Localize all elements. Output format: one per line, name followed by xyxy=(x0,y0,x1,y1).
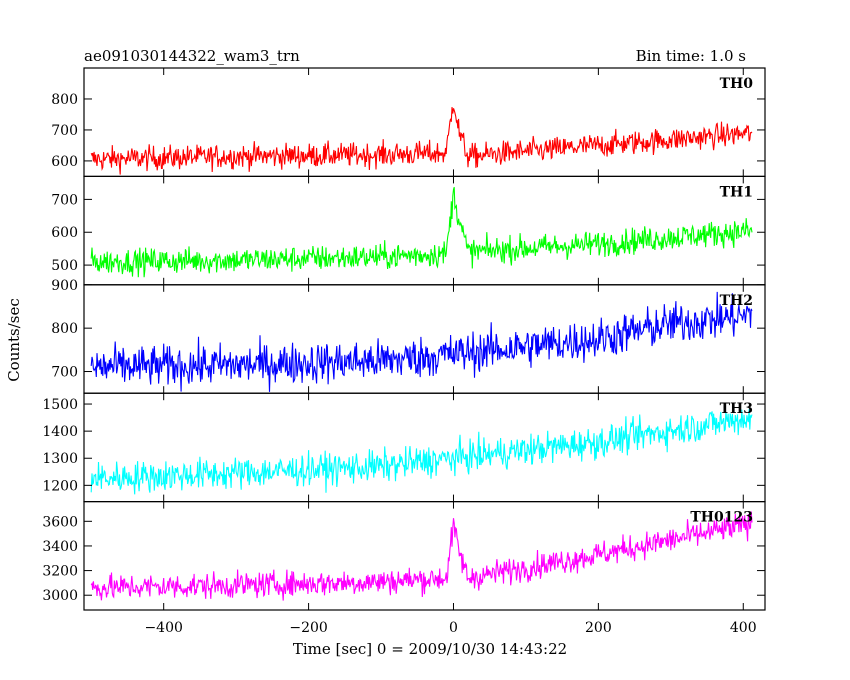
y-tick-label: 500 xyxy=(51,258,78,274)
panels: 600 700 800 TH0 500 600 700 TH1 700 800 900 TH2 1200… xyxy=(42,67,766,636)
series-line-th3 xyxy=(90,409,753,495)
y-tick-label: 3200 xyxy=(42,564,78,580)
y-tick-label: 1300 xyxy=(42,451,78,467)
y-tick-label: 700 xyxy=(51,123,78,139)
panel-th2: 700 800 900 TH2 xyxy=(51,278,766,394)
panel-label: TH2 xyxy=(720,293,753,309)
y-axis-label: Counts/sec xyxy=(5,298,23,382)
y-tick-label: 3400 xyxy=(42,539,78,555)
x-tick-label: 400 xyxy=(730,620,757,636)
panel-frame xyxy=(83,284,766,394)
y-tick-label: 1500 xyxy=(42,397,78,413)
series-line-th1 xyxy=(90,187,753,278)
y-tick-label: 600 xyxy=(51,154,78,170)
chart-title: ae091030144322_wam3_trn xyxy=(84,47,300,65)
panel-label: TH1 xyxy=(720,184,753,200)
panel-label: TH3 xyxy=(720,401,753,417)
series-line-th0123 xyxy=(90,511,753,601)
y-tick-label: 800 xyxy=(51,321,78,337)
y-tick-label: 600 xyxy=(51,225,78,241)
panel-label: TH0 xyxy=(720,76,754,92)
panel-th3: 1200 1300 1400 1500 TH3 xyxy=(42,392,766,503)
y-tick-label: 3600 xyxy=(42,514,78,530)
y-tick-label: 700 xyxy=(51,192,78,208)
x-tick-label: 0 xyxy=(449,620,458,636)
panel-th1: 500 600 700 TH1 xyxy=(51,175,766,286)
bin-time-label: Bin time: 1.0 s xyxy=(636,47,746,65)
x-tick-label: −200 xyxy=(289,620,327,636)
y-tick-label: 1200 xyxy=(42,478,78,494)
panel-frame xyxy=(83,175,766,286)
x-axis-label: Time [sec] 0 = 2009/10/30 14:43:22 xyxy=(293,640,567,658)
series-line-th2 xyxy=(90,291,753,392)
panel-th0123: 3000 3200 3400 3600 TH0123 xyxy=(42,501,766,611)
panel-th0: 600 700 800 TH0 xyxy=(51,67,766,178)
panel-frame xyxy=(83,392,766,503)
series-line-th0 xyxy=(90,107,753,175)
panel-label: TH0123 xyxy=(690,510,753,526)
x-tick-label: −400 xyxy=(144,620,182,636)
panel-frame xyxy=(83,501,766,611)
y-tick-label: 800 xyxy=(51,92,78,108)
y-tick-label: 3000 xyxy=(42,588,78,604)
panel-frame xyxy=(83,67,766,178)
y-tick-label: 700 xyxy=(51,365,78,381)
x-tick-label: 200 xyxy=(585,620,612,636)
y-tick-label: 1400 xyxy=(42,424,78,440)
y-tick-label: 900 xyxy=(51,278,78,294)
